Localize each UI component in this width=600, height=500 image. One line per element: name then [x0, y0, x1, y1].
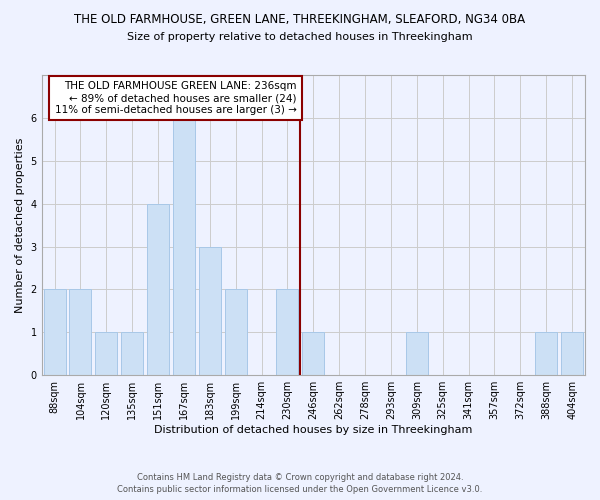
Bar: [225, 290, 247, 375]
Text: Contains HM Land Registry data © Crown copyright and database right 2024.: Contains HM Land Registry data © Crown c…: [137, 472, 463, 482]
Bar: [121, 332, 143, 375]
Bar: [406, 332, 428, 375]
Bar: [199, 246, 221, 375]
Bar: [70, 290, 91, 375]
Text: THE OLD FARMHOUSE, GREEN LANE, THREEKINGHAM, SLEAFORD, NG34 0BA: THE OLD FARMHOUSE, GREEN LANE, THREEKING…: [74, 12, 526, 26]
Bar: [561, 332, 583, 375]
Bar: [277, 290, 298, 375]
Bar: [44, 290, 65, 375]
Text: THE OLD FARMHOUSE GREEN LANE: 236sqm
← 89% of detached houses are smaller (24)
1: THE OLD FARMHOUSE GREEN LANE: 236sqm ← 8…: [55, 82, 296, 114]
Bar: [535, 332, 557, 375]
Y-axis label: Number of detached properties: Number of detached properties: [15, 138, 25, 313]
Bar: [147, 204, 169, 375]
X-axis label: Distribution of detached houses by size in Threekingham: Distribution of detached houses by size …: [154, 425, 473, 435]
Bar: [95, 332, 118, 375]
Bar: [302, 332, 325, 375]
Bar: [173, 118, 195, 375]
Text: Size of property relative to detached houses in Threekingham: Size of property relative to detached ho…: [127, 32, 473, 42]
Text: Contains public sector information licensed under the Open Government Licence v3: Contains public sector information licen…: [118, 485, 482, 494]
